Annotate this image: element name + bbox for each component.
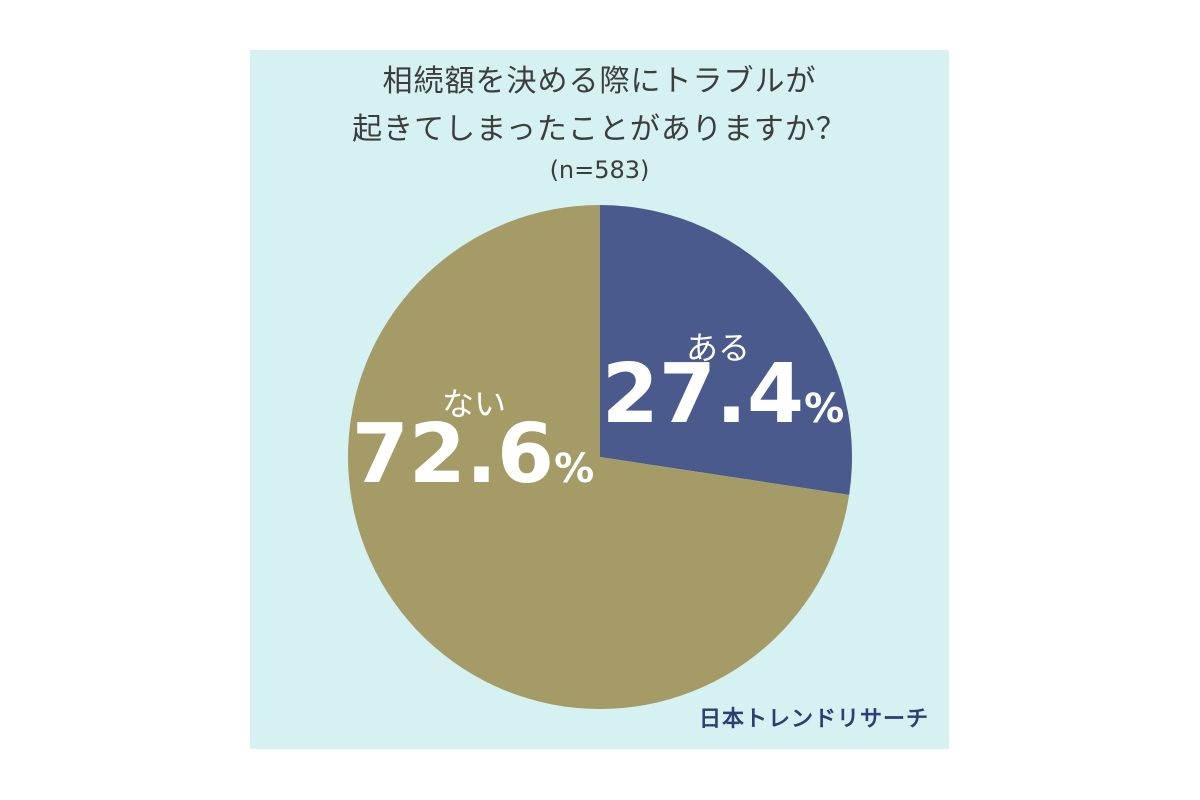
chart-title-line-2: 起きてしまったことがありますか？ <box>352 112 847 147</box>
sample-size-label: (n=583) <box>549 156 650 184</box>
chart-panel: 相続額を決める際にトラブルが 起きてしまったことがありますか？ (n=583) … <box>250 50 949 749</box>
slice-category-label: ある <box>686 329 750 367</box>
slice-category-label: ない <box>442 385 506 423</box>
slice-value-label: 27.4% <box>602 347 844 442</box>
slice-value-label: 72.6% <box>352 407 594 502</box>
pie-slice-aru <box>600 205 852 495</box>
chart-title-line-1: 相続額を決める際にトラブルが <box>382 64 817 99</box>
pie-slice-nai <box>348 205 850 709</box>
brand-logo-text: 日本トレンドリサーチ <box>698 707 929 732</box>
